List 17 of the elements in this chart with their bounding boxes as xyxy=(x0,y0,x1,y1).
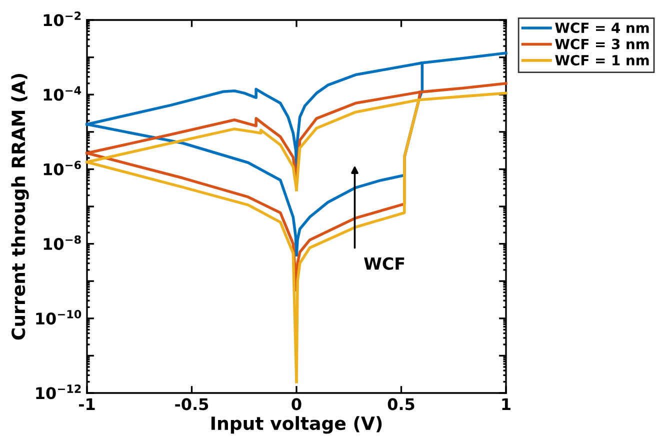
x-tick-label: -1 xyxy=(78,398,95,410)
legend-label: WCF = 1 nm xyxy=(555,54,649,66)
y-tick-label: 10$^{−2}$ xyxy=(44,12,81,26)
y-axis-title: Current through RRAM (A) xyxy=(11,74,29,340)
x-tick-label: 0.5 xyxy=(388,398,414,410)
y-tick-label: 10$^{−4}$ xyxy=(44,86,82,101)
x-tick-label: 0 xyxy=(292,398,302,410)
annotation: WCF xyxy=(364,257,404,270)
y-tick-label: 10$^{−8}$ xyxy=(44,235,81,250)
y-tick-label: 10$^{−10}$ xyxy=(36,310,82,325)
x-tick-label: -0.5 xyxy=(175,398,208,410)
legend-label: WCF = 4 nm xyxy=(555,22,649,34)
y-tick-label: 10$^{−6}$ xyxy=(44,160,81,176)
x-axis-title: Input voltage (V) xyxy=(211,416,382,434)
x-tick-label: 1 xyxy=(502,398,510,410)
y-tick-label: 10$^{−12}$ xyxy=(36,384,81,400)
legend-label: WCF = 3 nm xyxy=(555,38,649,50)
